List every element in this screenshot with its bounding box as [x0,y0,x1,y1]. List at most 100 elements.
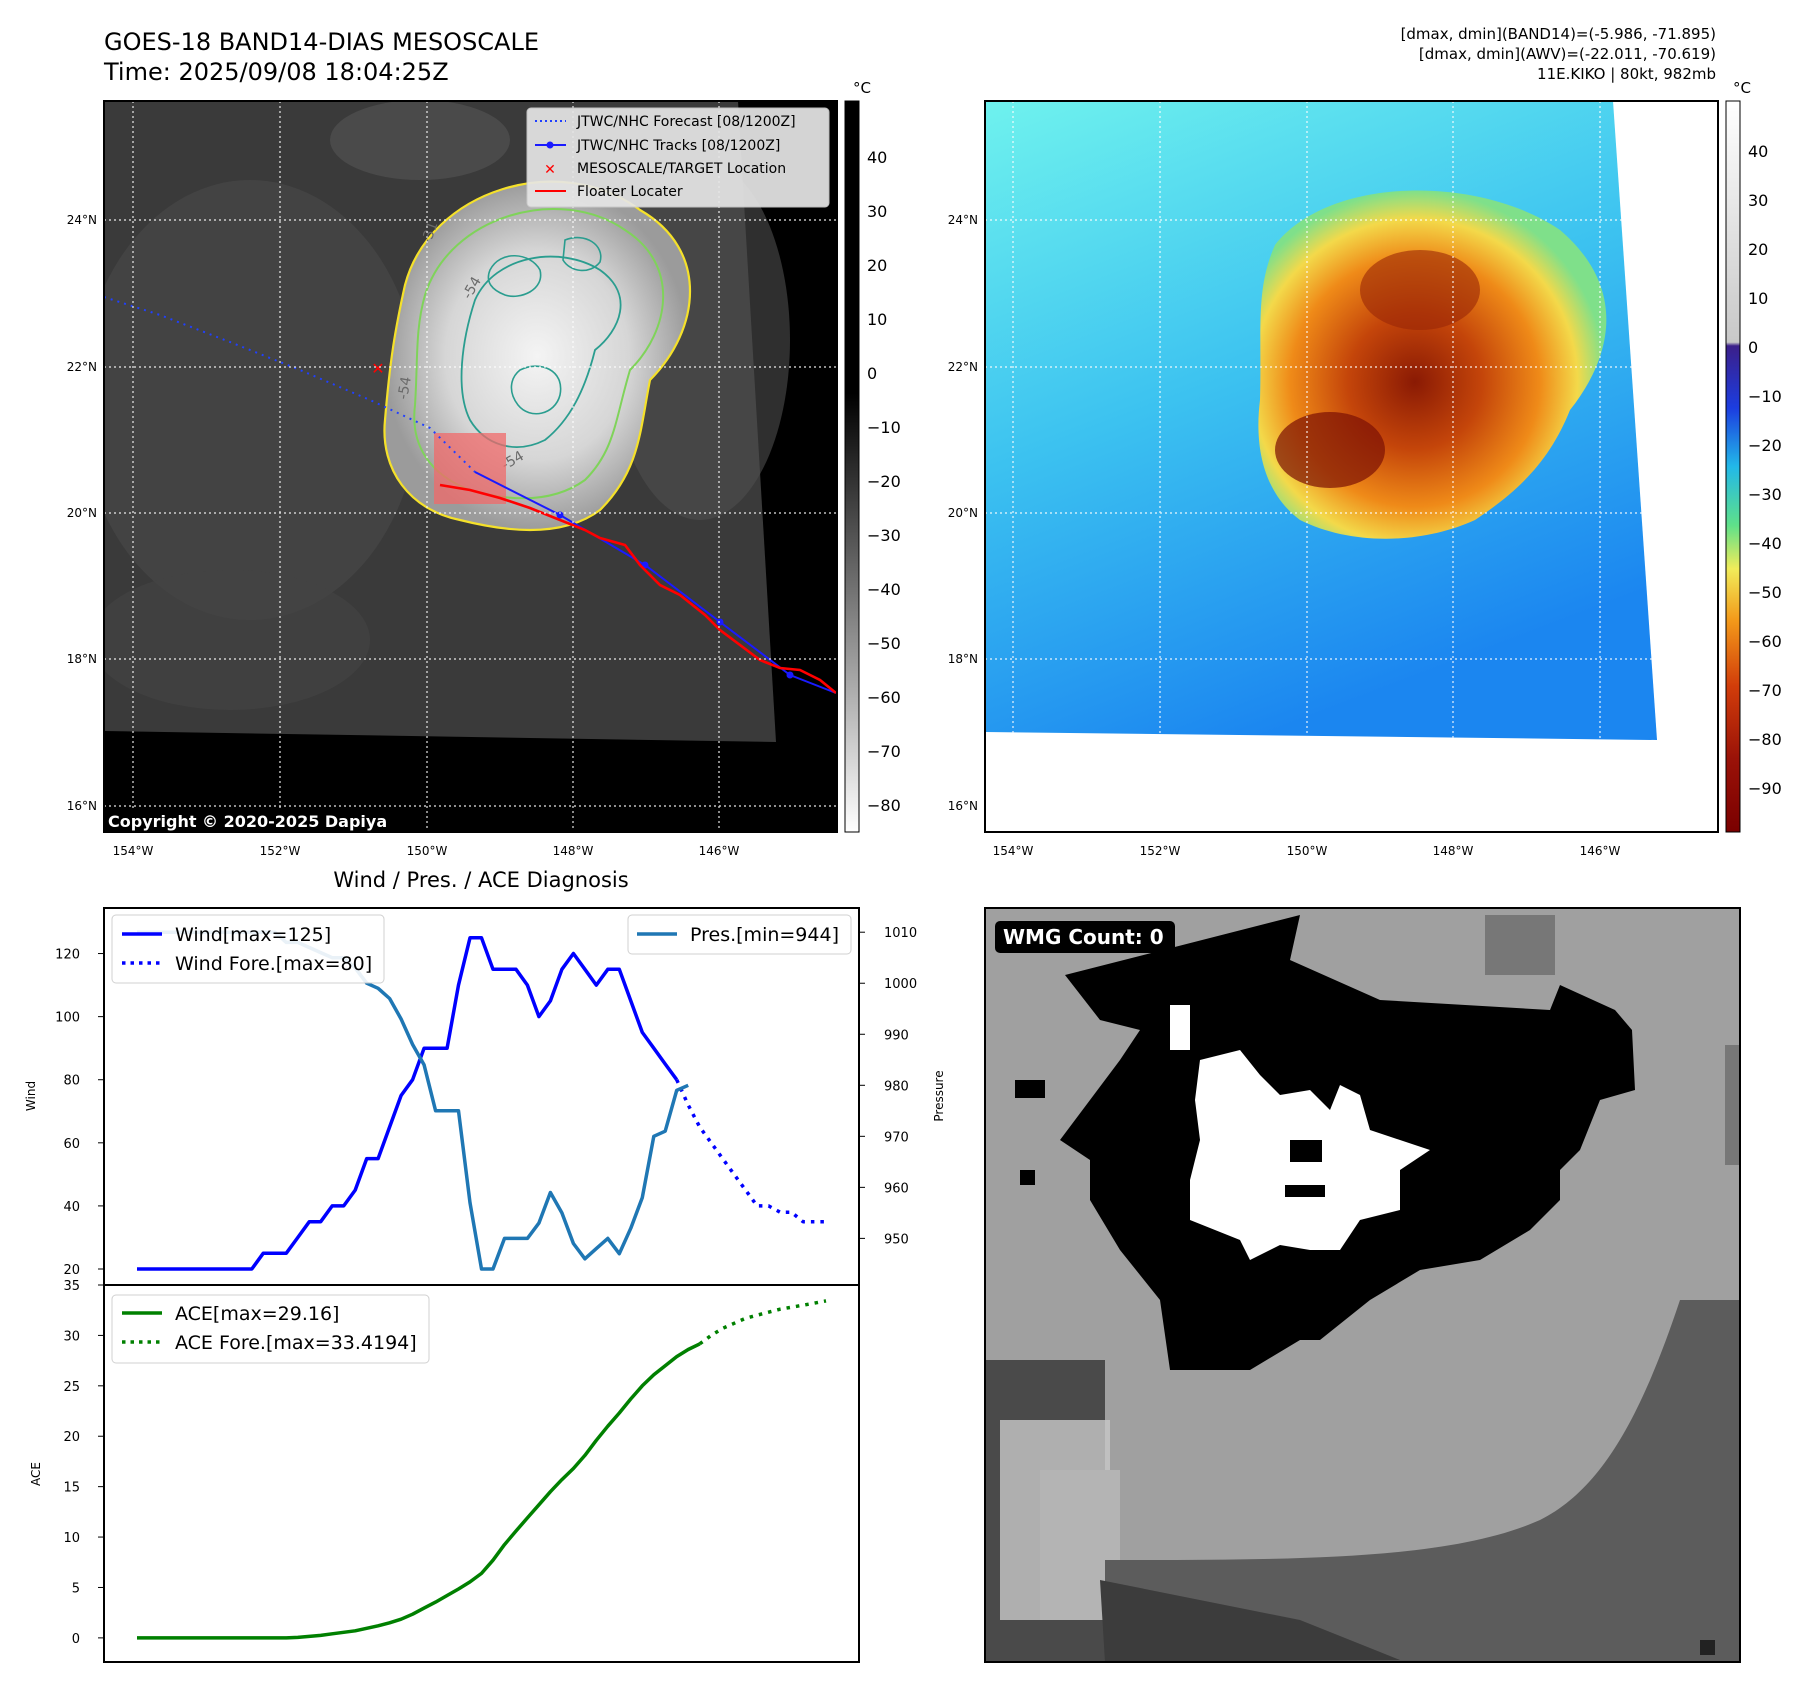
svg-text:−30: −30 [867,526,901,545]
contour-teal [460,255,622,448]
observed-track [474,471,837,694]
pressure-ytick-label: 980 [884,1079,909,1094]
legend-ace-forecast: ACE Fore.[max=33.4194] [175,1332,417,1354]
ace-ytick-label: 0 [72,1632,80,1647]
ace-ytick-label: 20 [63,1430,80,1445]
svg-text:24°N: 24°N [67,213,97,227]
svg-text:0: 0 [867,364,877,383]
satellite-map-right: °C 40 30 20 10 0 −10 −20 −30 −40 −50 −60… [948,79,1782,858]
svg-text:20: 20 [1748,240,1768,259]
svg-text:−50: −50 [1748,583,1782,602]
svg-text:18°N: 18°N [67,652,97,666]
right-colorbar: °C 40 30 20 10 0 −10 −20 −30 −40 −50 −60… [1725,79,1782,833]
svg-text:154°W: 154°W [993,844,1034,858]
svg-text:10: 10 [867,310,887,329]
svg-text:18°N: 18°N [948,652,978,666]
svg-text:−40: −40 [1748,534,1782,553]
left-colorbar: °C 40 30 20 10 0 −10 −20 −30 −40 −50 −60… [844,79,901,833]
svg-text:20: 20 [867,256,887,275]
legend-forecast: JTWC/NHC Forecast [08/1200Z] [576,114,796,130]
svg-text:−60: −60 [1748,632,1782,651]
wmg-count-label: WMG Count: 0 [1003,925,1164,949]
wind-ytick-label: 80 [63,1074,80,1089]
right-lon-labels: 154°W 152°W 150°W 148°W 146°W [993,844,1621,858]
wind-ytick-label: 20 [63,1263,80,1278]
svg-text:152°W: 152°W [1140,844,1181,858]
pressure-ytick-label: 1010 [884,926,917,941]
figure-time: Time: 2025/09/08 18:04:25Z [103,58,449,86]
svg-text:22°N: 22°N [948,360,978,374]
wind-ytick-label: 100 [55,1011,80,1026]
legend-pressure: Pres.[min=944] [690,924,839,946]
pressure-ytick-label: 960 [884,1181,909,1196]
pressure-ytick-label: 950 [884,1232,909,1247]
ace-ytick-label: 10 [63,1531,80,1546]
svg-text:−20: −20 [867,472,901,491]
svg-text:−10: −10 [1748,387,1782,406]
red-x-icon: ✕ [544,162,556,178]
svg-text:10: 10 [1748,289,1768,308]
stats-band14: [dmax, dmin](BAND14)=(-5.986, -71.895) [1401,25,1716,43]
svg-text:22°N: 22°N [67,360,97,374]
ace-ytick-label: 30 [63,1329,80,1344]
wind-ytick-label: 120 [55,948,80,963]
pressure-legend: Pres.[min=944] [627,914,852,955]
legend-floater: Floater Locater [577,184,683,200]
svg-text:150°W: 150°W [1287,844,1328,858]
right-lat-labels: 24°N 22°N 20°N 18°N 16°N [948,213,978,813]
svg-text:40: 40 [867,148,887,167]
svg-text:−60: −60 [867,688,901,707]
legend-ace: ACE[max=29.16] [175,1303,339,1325]
target-marker-icon: ✕ [371,359,384,378]
wmg-panel: WMG Count: 0 [984,907,1741,1663]
svg-text:−90: −90 [1748,779,1782,798]
svg-text:−20: −20 [1748,436,1782,455]
wind-ytick-label: 60 [63,1137,80,1152]
svg-text:20°N: 20°N [67,506,97,520]
diagnosis-title: Wind / Pres. / ACE Diagnosis [333,868,628,892]
svg-text:146°W: 146°W [1580,844,1621,858]
ace-axis-label: ACE [29,1462,43,1486]
map-grid [104,101,837,832]
svg-text:148°W: 148°W [1433,844,1474,858]
stats-awv: [dmax, dmin](AWV)=(-22.011, -70.619) [1419,45,1716,63]
ace-line [137,1342,701,1640]
legend-wind: Wind[max=125] [175,924,331,946]
legend-tracks: JTWC/NHC Tracks [08/1200Z] [576,138,780,154]
contour-label: -31 [419,219,442,246]
svg-text:−80: −80 [1748,730,1782,749]
svg-text:20°N: 20°N [948,506,978,520]
forecast-track [104,296,476,473]
svg-text:−80: −80 [867,796,901,815]
svg-text:−30: −30 [1748,485,1782,504]
colorbar-unit: °C [853,79,871,97]
svg-text:−70: −70 [1748,681,1782,700]
ace-chart: 0 5 10 15 20 25 30 35 ACE ACE[max=29.16] ACE Fo… [29,1279,860,1663]
svg-text:30: 30 [1748,191,1768,210]
svg-text:°C: °C [1733,79,1751,97]
storm-info: 11E.KIKO | 80kt, 982mb [1537,65,1716,83]
figure-title: GOES-18 BAND14-DIAS MESOSCALE [104,28,539,56]
pressure-ytick-label: 970 [884,1130,909,1145]
wind-pressure-chart: 20 40 60 80 100 120 950 960 970 980 990 1000 1010 W… [24,907,946,1286]
floater-track [439,483,837,695]
map-legend: JTWC/NHC Forecast [08/1200Z] JTWC/NHC Tr… [526,107,830,208]
wind-ytick-label: 40 [63,1200,80,1215]
satellite-map-left: -54 -31 -54 -54 ✕ JTWC/NHC Foreca [67,79,901,858]
ace-ytick-label: 5 [72,1581,80,1596]
pressure-ytick-label: 1000 [884,977,917,992]
pressure-axis-label: Pressure [932,1070,946,1121]
svg-text:154°W: 154°W [113,844,154,858]
contour-label: -54 [395,375,415,400]
svg-text:30: 30 [867,202,887,221]
wind-legend: Wind[max=125] Wind Fore.[max=80] [111,914,385,984]
svg-text:148°W: 148°W [553,844,594,858]
svg-text:−70: −70 [867,742,901,761]
ace-ytick-label: 25 [63,1380,80,1395]
legend-wind-forecast: Wind Fore.[max=80] [175,953,372,975]
mesoscale-box [434,433,506,504]
svg-text:146°W: 146°W [699,844,740,858]
svg-text:24°N: 24°N [948,213,978,227]
svg-text:16°N: 16°N [67,799,97,813]
